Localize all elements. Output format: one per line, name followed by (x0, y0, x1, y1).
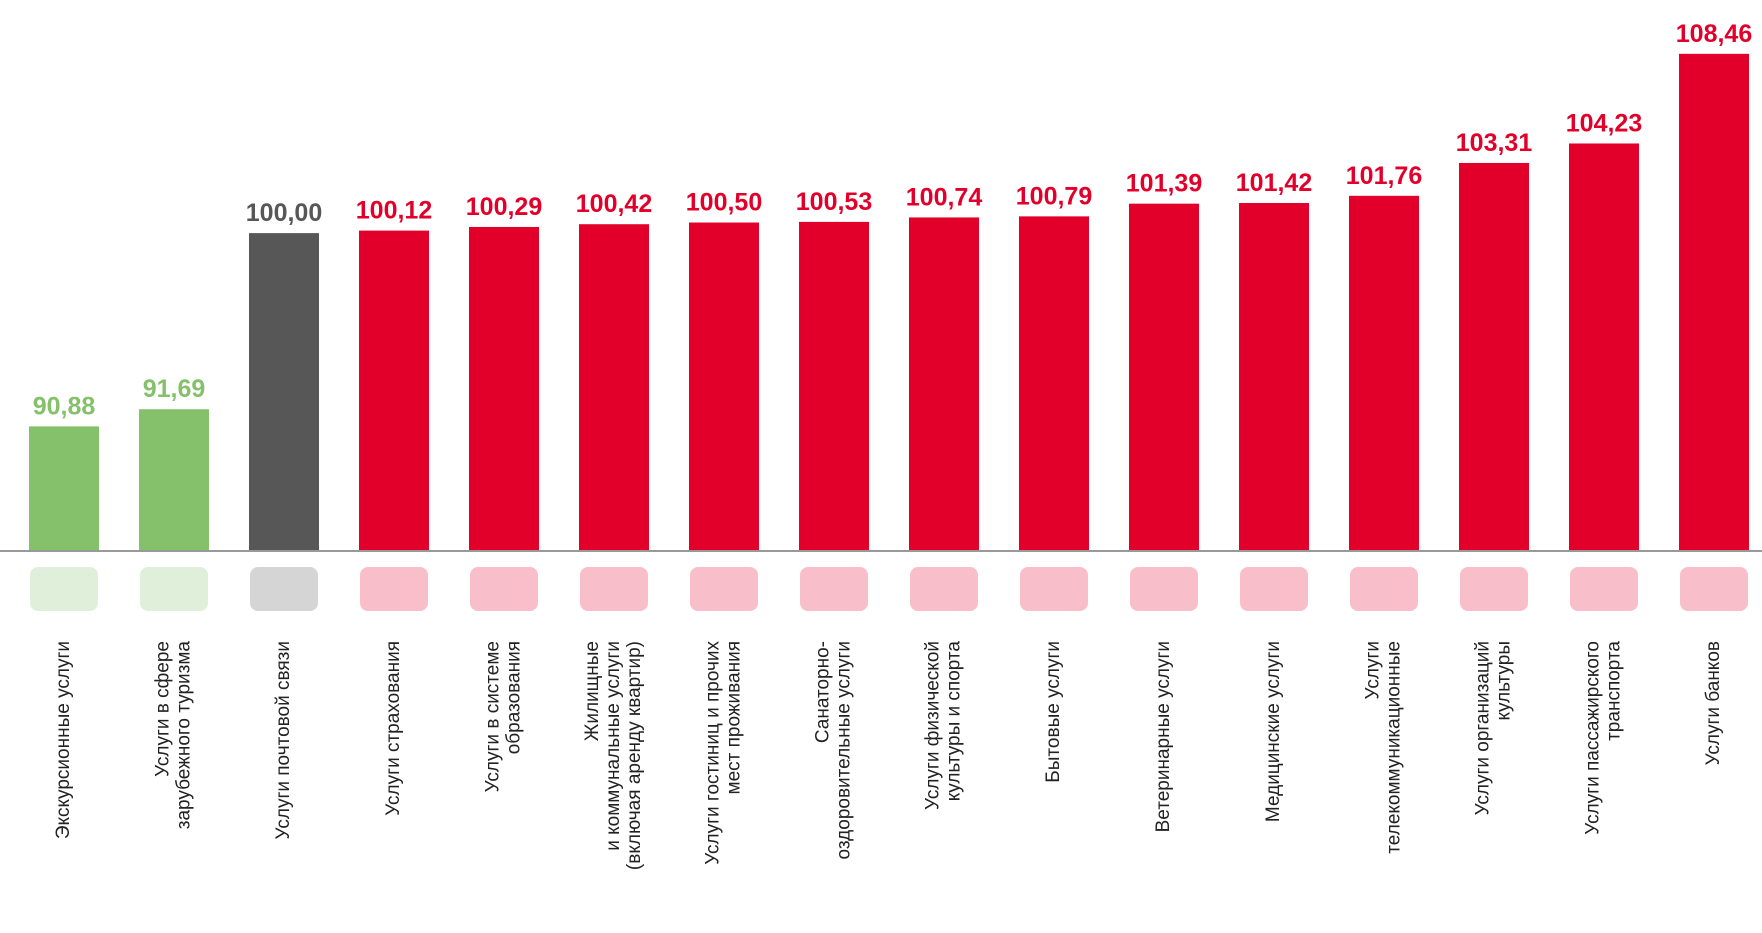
category-label: и коммунальные услуги (603, 641, 624, 851)
value-label: 100,12 (356, 197, 432, 225)
category-label: (включая аренду квартир) (624, 641, 645, 870)
chart: 90,88 Экскурсионные услуги 91,69 Услуги в с… (0, 0, 1762, 933)
category-label: оздоровительные услуги (834, 641, 855, 859)
category-label: Экскурсионные услуги (53, 641, 74, 839)
value-label: 103,31 (1456, 129, 1533, 157)
category-label: Ветеринарные услуги (1153, 641, 1174, 832)
category-label: Услуги банков (1703, 641, 1724, 765)
bar (1349, 196, 1419, 551)
category-label: образования (504, 641, 525, 754)
value-label: 91,69 (143, 375, 206, 403)
icon (1680, 567, 1748, 611)
bar (1569, 143, 1639, 551)
value-label: 100,53 (796, 188, 872, 216)
icon (30, 567, 98, 611)
value-label: 90,88 (33, 392, 96, 420)
page: {"chart_data": {"type": "bar", "categori… (0, 0, 1762, 933)
icon (1570, 567, 1638, 611)
bar (689, 223, 759, 551)
icon (470, 567, 538, 611)
icon (140, 567, 208, 611)
icon (690, 567, 758, 611)
category-label: Услуги (1363, 641, 1384, 699)
icon (1020, 567, 1088, 611)
bar (29, 426, 99, 551)
bar (1459, 163, 1529, 551)
icon (910, 567, 978, 611)
category-label: Услуги в системе (483, 641, 504, 792)
value-label: 104,23 (1566, 109, 1642, 137)
value-label: 101,39 (1126, 170, 1202, 198)
value-label: 100,42 (576, 190, 652, 218)
value-label: 100,00 (246, 199, 322, 227)
icon (1240, 567, 1308, 611)
bar (1679, 54, 1749, 551)
category-label: Услуги в сфере (153, 641, 174, 777)
category-label: Жилищные (582, 641, 603, 741)
bar (1019, 216, 1089, 551)
icon (360, 567, 428, 611)
bar (139, 409, 209, 551)
category-label: Бытовые услуги (1043, 641, 1064, 783)
category-label: Санаторно- (813, 641, 834, 743)
category-label: мест проживания (724, 641, 745, 794)
category-label: Услуги пассажирского (1583, 641, 1604, 835)
category-label: Услуги организаций (1473, 641, 1494, 815)
category-label: телекоммуникационные (1384, 641, 1405, 854)
bar (1239, 203, 1309, 551)
bar (359, 231, 429, 551)
value-label: 101,76 (1346, 162, 1422, 190)
category-label: Услуги физической (923, 641, 944, 810)
category-label: Услуги страхования (383, 641, 404, 816)
value-label: 100,29 (466, 193, 542, 221)
icon (1460, 567, 1528, 611)
icon (1350, 567, 1418, 611)
category-label: культуры и спорта (944, 641, 965, 802)
category-label: Услуги гостиниц и прочих (703, 641, 724, 865)
value-label: 108,46 (1676, 20, 1752, 48)
value-label: 100,50 (686, 189, 762, 217)
bar (249, 233, 319, 551)
category-label: транспорта (1604, 641, 1625, 741)
bar (909, 217, 979, 551)
category-label: Услуги почтовой связи (273, 641, 294, 839)
bar (469, 227, 539, 551)
icon (800, 567, 868, 611)
bar (799, 222, 869, 551)
value-label: 101,42 (1236, 169, 1312, 197)
category-label: Медицинские услуги (1263, 641, 1284, 822)
category-label: зарубежного туризма (174, 641, 195, 830)
icon (580, 567, 648, 611)
bar (579, 224, 649, 551)
icon (1130, 567, 1198, 611)
value-label: 100,79 (1016, 182, 1092, 210)
value-label: 100,74 (906, 183, 983, 211)
bar (1129, 204, 1199, 551)
category-label: культуры (1494, 641, 1515, 721)
icon (250, 567, 318, 611)
